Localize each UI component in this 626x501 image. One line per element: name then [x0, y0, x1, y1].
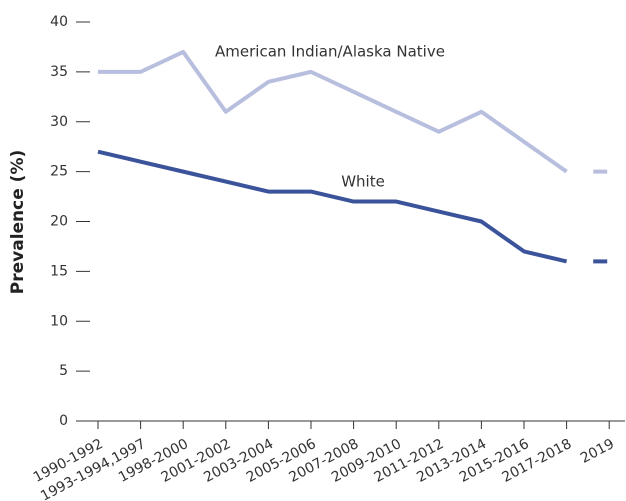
y-tick-label: 5	[59, 363, 68, 379]
y-tick-label: 30	[50, 114, 68, 130]
y-tick-label: 20	[50, 214, 68, 230]
y-tick-label: 25	[50, 164, 68, 180]
y-tick-label: 15	[50, 263, 68, 279]
y-axis-title: Prevalence (%)	[8, 150, 28, 294]
series-label: White	[341, 173, 385, 191]
series-label: American Indian/Alaska Native	[215, 43, 445, 61]
x-tick-label: 2019	[578, 436, 617, 467]
series-line	[98, 49, 568, 174]
y-tick-label: 0	[59, 413, 68, 429]
series-line	[97, 149, 568, 264]
y-tick-label: 10	[50, 313, 68, 329]
y-tick-label: 35	[50, 64, 68, 80]
y-tick-label: 40	[50, 14, 68, 30]
